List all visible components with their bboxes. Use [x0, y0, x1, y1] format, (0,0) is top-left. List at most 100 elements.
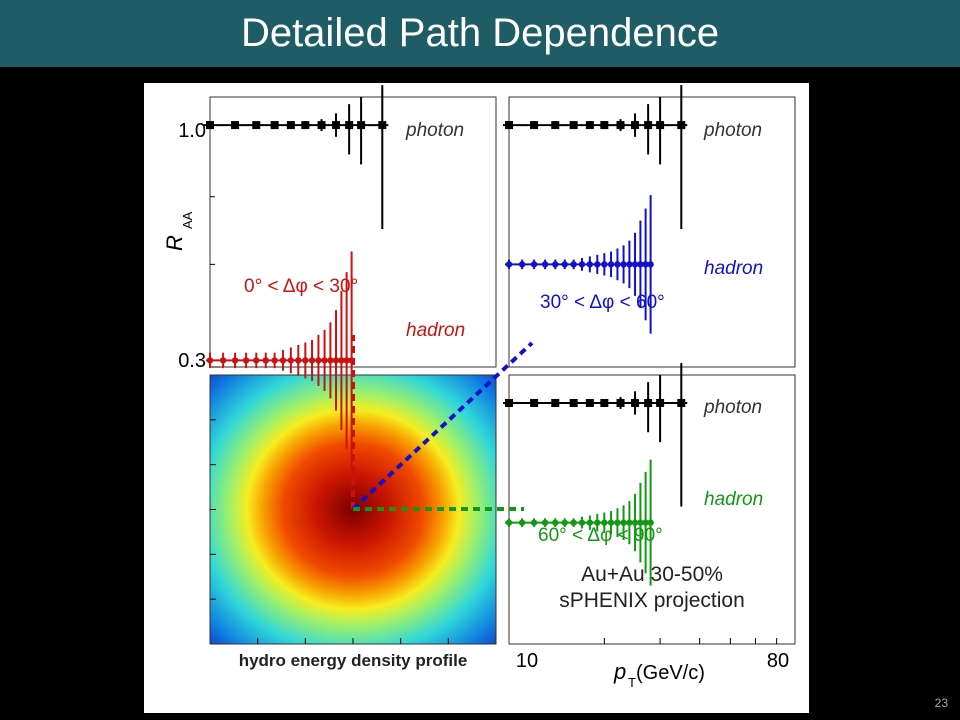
hadron-point [607, 519, 615, 526]
photon-point [378, 121, 387, 130]
hadron-point [321, 357, 328, 364]
hadron-point [552, 519, 559, 526]
photon-point [551, 121, 560, 130]
hadron-point [505, 519, 513, 526]
hadron-point [642, 519, 649, 526]
hadron-point [338, 357, 345, 364]
hadron-label-30-60: hadron [704, 258, 763, 279]
hadron-point [295, 357, 302, 364]
y-tick-label-1.0: 1.0 [178, 120, 206, 142]
photon-point [656, 121, 665, 130]
photon-label-30-60: photon [703, 120, 762, 141]
hadron-point [647, 261, 654, 268]
hadron-point [586, 261, 594, 268]
y-label-main: R [162, 235, 187, 251]
hadron-point [647, 519, 654, 526]
hadron-point [343, 357, 350, 364]
x-tick-label-10: 10 [516, 650, 538, 672]
slide-title: Detailed Path Dependence [240, 11, 720, 55]
photon-point [345, 121, 354, 130]
hadron-point [594, 519, 601, 526]
photon-point [644, 398, 653, 407]
photon-point [616, 398, 625, 407]
hadron-point [631, 261, 639, 268]
annotation-collision: Au+Au 30-50% [581, 563, 723, 586]
hadron-point [578, 261, 586, 268]
hadron-point [518, 519, 526, 526]
hadron-point [561, 519, 568, 526]
photon-point [616, 121, 625, 130]
path-lines [351, 335, 534, 511]
photon-point [551, 398, 560, 407]
photon-point [569, 121, 578, 130]
photon-point [530, 398, 539, 407]
dphi-range-30-60: 30° < Δφ < 60° [540, 292, 665, 313]
photon-point [317, 121, 326, 130]
hadron-point [315, 357, 322, 364]
hadron-point [601, 519, 608, 526]
hadron-point [332, 357, 340, 364]
photon-point [677, 398, 686, 407]
panel-series-0 [204, 85, 389, 470]
hadron-point [518, 261, 526, 268]
photon-point [600, 121, 609, 130]
hadron-point [253, 357, 260, 364]
annotation-projection: sPHENIX projection [559, 589, 745, 612]
hadron-point [552, 261, 559, 268]
x-tick-label-80: 80 [767, 650, 789, 672]
hadron-point [561, 261, 568, 268]
photon-point [332, 121, 341, 130]
hadron-point [287, 357, 295, 364]
hadron-point [637, 519, 644, 526]
hadron-point [570, 261, 577, 268]
hadron-point [601, 261, 608, 268]
photon-point [644, 121, 653, 130]
x-label-unit: (GeV/c) [636, 662, 705, 684]
hadron-point [302, 357, 309, 364]
photon-point [585, 398, 594, 407]
photon-point [530, 121, 539, 130]
hadron-point [578, 519, 586, 526]
hadron-point [541, 519, 549, 526]
hadron-point [620, 519, 627, 526]
photon-point [286, 121, 295, 130]
heatmap-label: hydro energy density profile [239, 651, 468, 670]
hadron-point [271, 357, 278, 364]
hadron-point [308, 357, 316, 364]
photon-label-60-90: photon [703, 397, 762, 418]
y-axis-label: R AA [162, 211, 195, 251]
page-number: 23 [934, 696, 948, 710]
hadron-point [530, 261, 538, 268]
hadron-point [631, 519, 639, 526]
hadron-point [327, 357, 334, 364]
photon-point [301, 121, 310, 130]
hadron-point [614, 261, 621, 268]
figure: R AA 1.0 0.3 photon hadron 0° < Δφ < 30°… [144, 83, 809, 713]
photon-point [206, 121, 214, 130]
hadron-point [594, 261, 601, 268]
photon-point [656, 398, 665, 407]
photon-point [505, 398, 513, 407]
hadron-point [586, 519, 594, 526]
y-tick-label-0.3: 0.3 [178, 350, 206, 372]
photon-point [600, 398, 609, 407]
panel-frame-0-30 [209, 96, 497, 368]
path-line-30-60 [351, 341, 534, 511]
photon-point [231, 121, 240, 130]
hadron-point [607, 261, 615, 268]
title-bar [0, 0, 960, 67]
hadron-point [262, 357, 269, 364]
photon-point [357, 121, 366, 130]
photon-point [677, 121, 686, 130]
dphi-range-0-30: 0° < Δφ < 30° [244, 276, 358, 297]
photon-point [585, 121, 594, 130]
hadron-point [637, 261, 644, 268]
panel-series-2 [503, 363, 688, 586]
hadron-point [626, 519, 633, 526]
hadron-point [620, 261, 627, 268]
hadron-point [505, 261, 513, 268]
hadron-point [642, 261, 649, 268]
series-layer [204, 85, 688, 586]
hadron-label-60-90: hadron [704, 489, 763, 510]
photon-point [252, 121, 261, 130]
